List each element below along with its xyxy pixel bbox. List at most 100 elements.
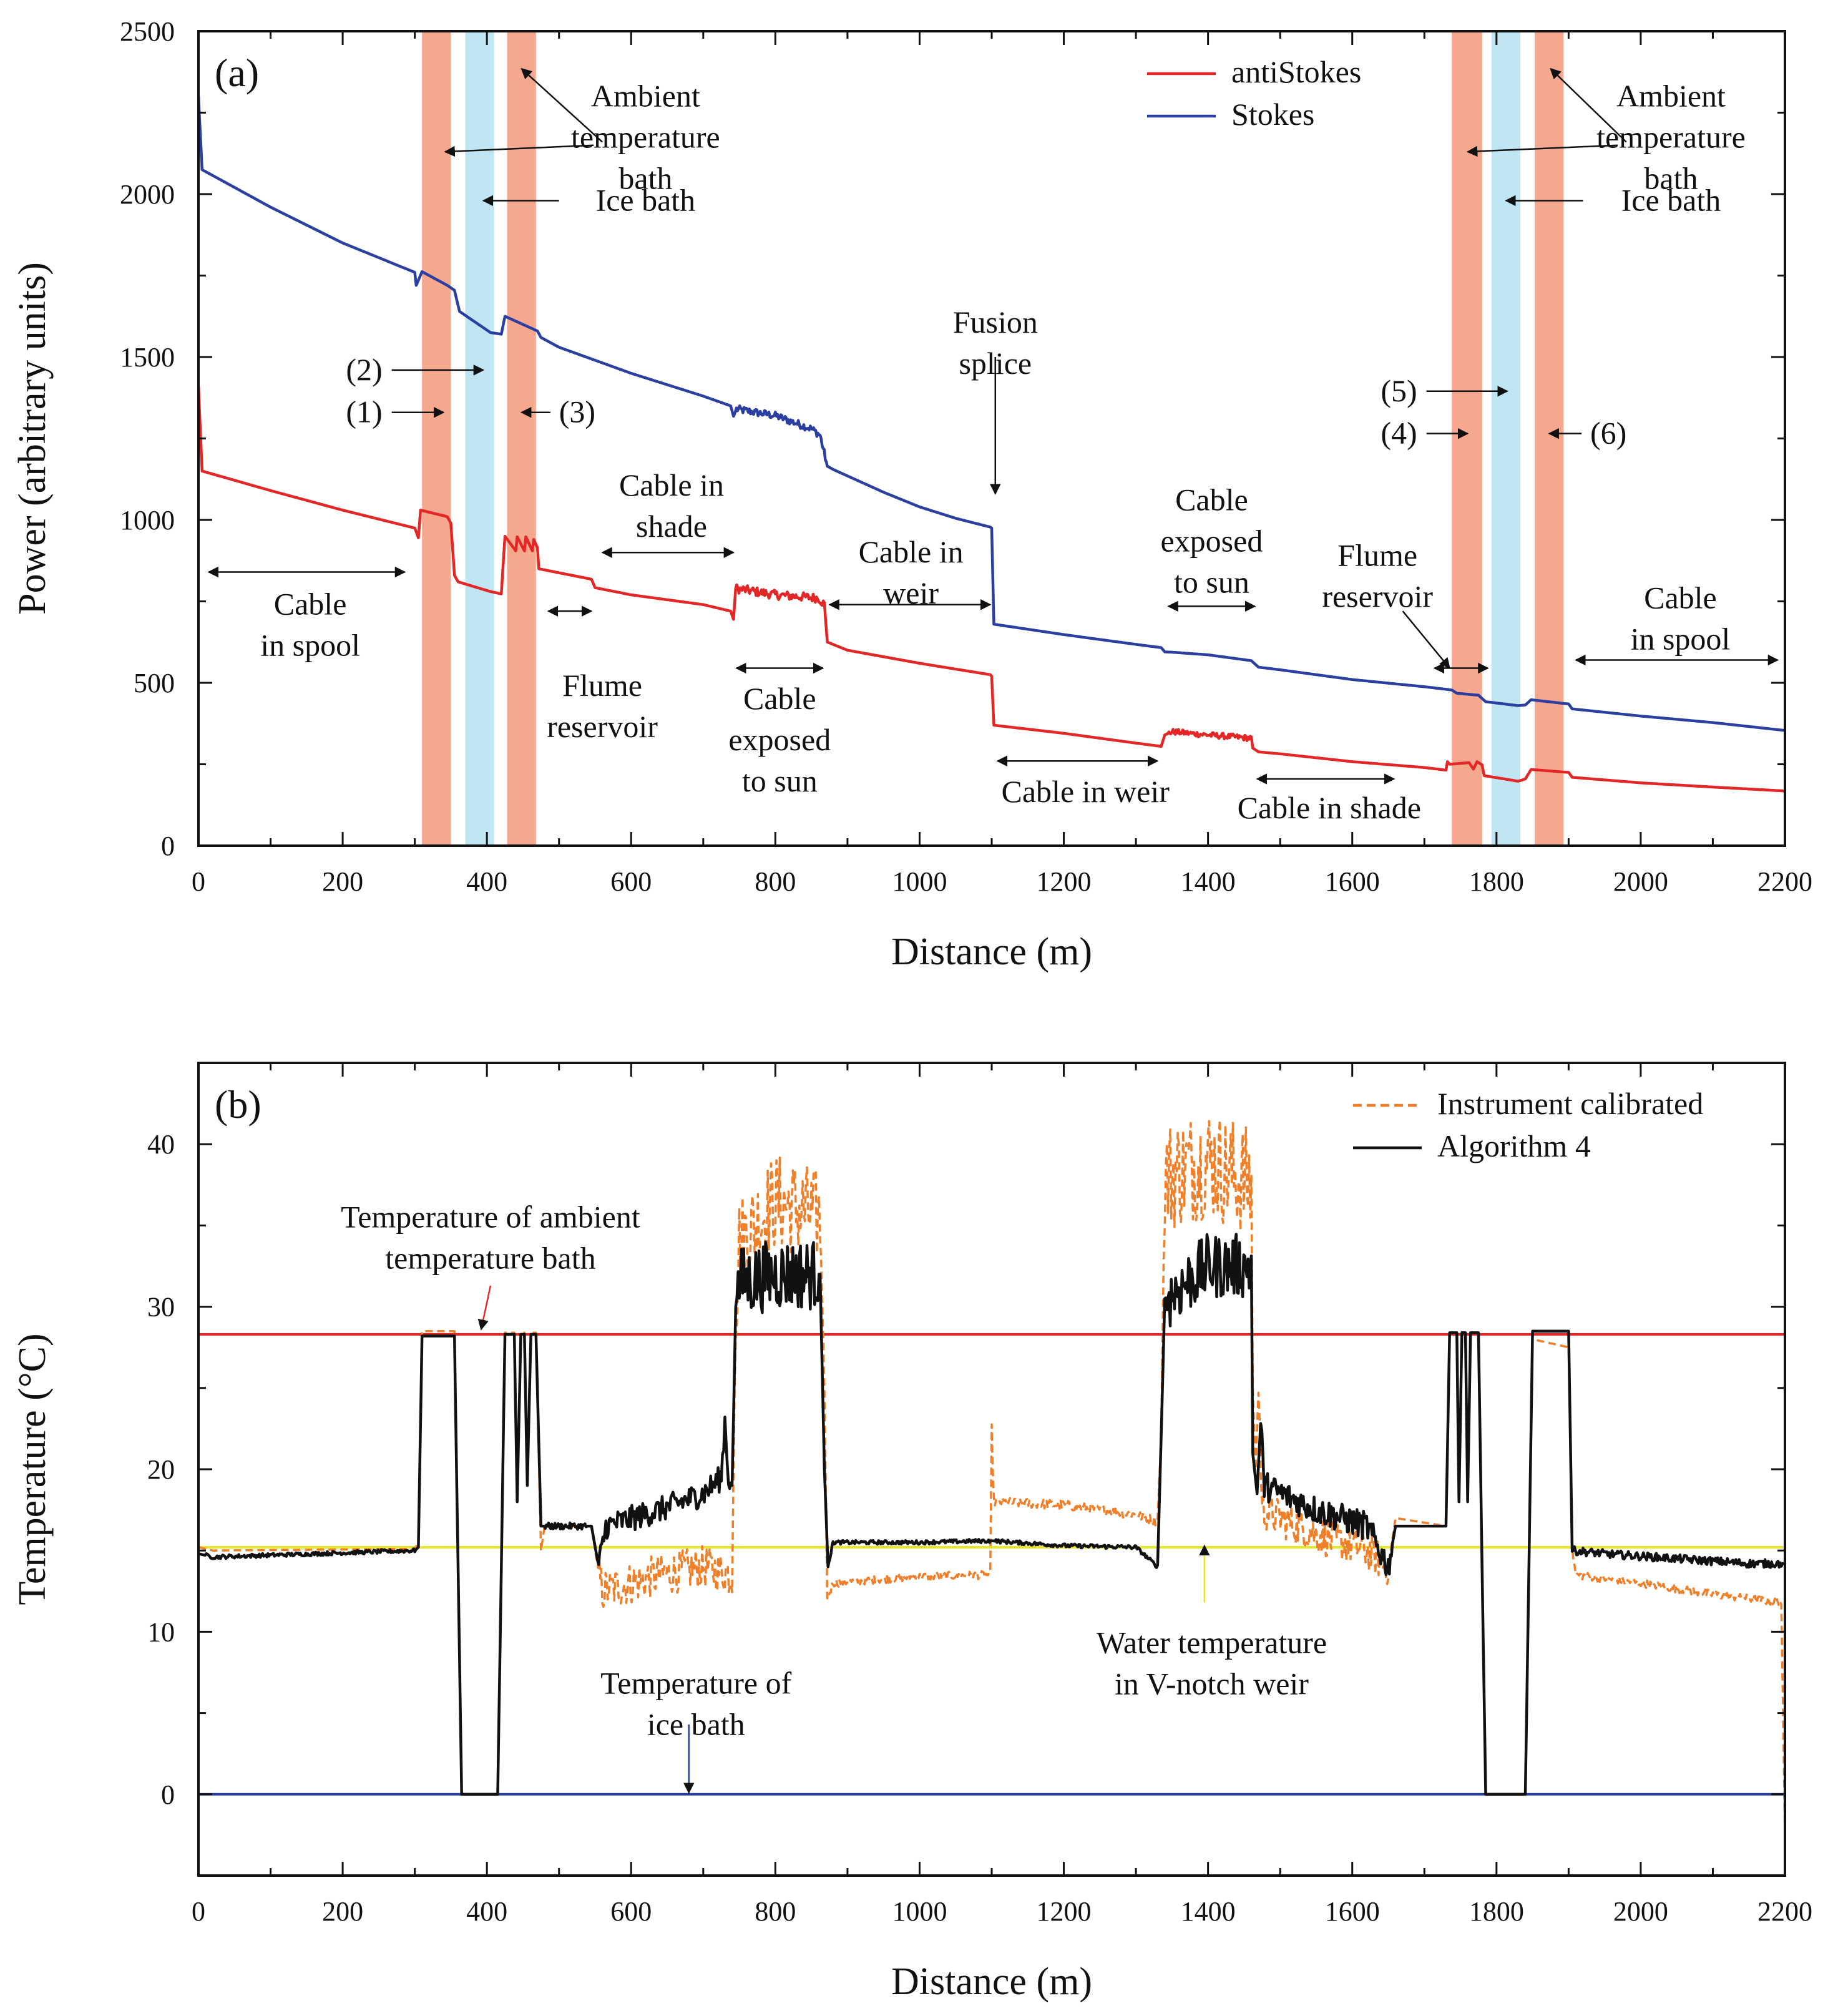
annotation: Cable exposed to sun — [728, 662, 831, 798]
annotation-text: Cable — [743, 681, 816, 716]
annotation-text: (2) — [346, 352, 382, 387]
annotation: (6) — [1548, 416, 1626, 451]
annotation: Water temperature in V-notch weir — [1097, 1544, 1327, 1701]
x-tick-label: 1000 — [892, 1896, 947, 1927]
y-tick-label: 2000 — [120, 179, 175, 210]
annotation: Ambient temperature bath — [1466, 67, 1746, 195]
panel-label: (a) — [215, 51, 259, 95]
x-tick-label: 1800 — [1469, 1896, 1524, 1927]
x-tick-label: 1400 — [1181, 1896, 1236, 1927]
y-tick-label: 0 — [161, 1779, 175, 1810]
x-tick-label: 600 — [610, 866, 652, 897]
x-axis-label: Distance (m) — [891, 931, 1092, 973]
y-tick-label: 0 — [161, 831, 175, 861]
panel-a-legend: antiStokes Stokes — [1147, 54, 1361, 132]
legend-entry-label: Instrument calibrated — [1437, 1086, 1703, 1121]
x-tick-label: 1600 — [1325, 1896, 1380, 1927]
annotation-text: bath — [1644, 160, 1698, 195]
annotation-text: in V-notch weir — [1115, 1666, 1309, 1701]
annotation: Cable in shade — [1238, 773, 1421, 825]
annotation-text: Cable in — [619, 467, 724, 502]
annotation-arrow — [1550, 67, 1627, 143]
annotation-text: Cable — [274, 587, 347, 622]
annotation-text: Cable in shade — [1238, 790, 1421, 825]
annotation: Cable exposed to sun — [1160, 482, 1263, 612]
x-tick-label: 0 — [192, 866, 205, 897]
annotation: Temperature of ice bath — [600, 1666, 792, 1794]
annotation-text: reservoir — [547, 709, 658, 744]
annotation: Cable in spool — [1575, 580, 1779, 666]
bath-band-ambient-0 — [422, 31, 451, 846]
x-tick-label: 2000 — [1613, 866, 1668, 897]
x-tick-label: 800 — [755, 1896, 796, 1927]
annotation: Flume reservoir — [1322, 537, 1450, 669]
annotation-text: (6) — [1590, 416, 1626, 451]
annotation: (4) — [1381, 416, 1469, 451]
x-tick-label: 800 — [755, 866, 796, 897]
panel-b-legend: Instrument calibrated Algorithm 4 — [1353, 1086, 1703, 1163]
annotation: (2) — [346, 352, 485, 387]
x-tick-label: 2000 — [1613, 1896, 1668, 1927]
annotation-text: temperature bath — [385, 1240, 595, 1275]
annotation-text: shade — [636, 509, 707, 544]
bath-band-ice-1 — [465, 31, 494, 846]
series-line-instrument-calibrated — [198, 1118, 1785, 1835]
panel-a-plot-area — [198, 31, 1785, 846]
panel-label: (b) — [215, 1082, 262, 1127]
x-tick-label: 400 — [466, 1896, 507, 1927]
panel-b-plot-area — [198, 1118, 1785, 1835]
y-tick-label: 1500 — [120, 342, 175, 373]
annotation-text: (4) — [1381, 416, 1417, 451]
legend-entry-label: Stokes — [1231, 97, 1314, 132]
annotation-arrow — [1402, 610, 1450, 669]
annotation-text: Temperature of ambient — [341, 1199, 640, 1234]
annotation-arrow — [1466, 144, 1618, 157]
series-line-algorithm-4 — [198, 1233, 1785, 1796]
bath-band-ice-4 — [1491, 31, 1520, 846]
annotation: Ice bath — [482, 182, 695, 217]
panel-b: 0 200 400 600 800 1000 1200 1400 1600 1800 2000 220… — [11, 1062, 1812, 2003]
bath-band-ambient-3 — [1452, 31, 1482, 846]
annotation-text: to sun — [1174, 565, 1249, 600]
x-tick-label: 1000 — [892, 866, 947, 897]
annotation: (1) — [346, 394, 445, 429]
y-tick-label: 30 — [147, 1292, 175, 1323]
x-tick-label: 1800 — [1469, 866, 1524, 897]
annotation-text: Temperature of — [600, 1666, 791, 1701]
annotation-text: exposed — [728, 722, 831, 757]
annotation-text: Cable in weir — [1002, 774, 1170, 809]
annotation-text: in spool — [260, 628, 360, 663]
annotation-text: Cable — [1644, 580, 1717, 615]
annotation-text: Cable — [1175, 482, 1248, 517]
annotation-text: Fusion — [953, 305, 1038, 340]
panel-a: 0 200 400 600 800 1000 1200 1400 1600 1800 2000 220… — [11, 16, 1812, 973]
annotation-text: Ice bath — [1621, 182, 1721, 217]
x-tick-label: 1200 — [1037, 1896, 1092, 1927]
y-tick-label: 40 — [147, 1129, 175, 1160]
annotation: Ambient temperature bath — [444, 67, 720, 195]
annotation-text: (5) — [1381, 373, 1417, 408]
series-line-antistokes — [198, 386, 1785, 793]
y-axis-label: Temperature (°C) — [11, 1333, 54, 1605]
annotation: (3) — [520, 394, 595, 429]
legend-entry-label: Algorithm 4 — [1437, 1128, 1591, 1163]
annotation-text: reservoir — [1322, 579, 1433, 614]
annotation: (5) — [1381, 373, 1508, 408]
annotation-text: bath — [618, 160, 672, 195]
y-tick-label: 2500 — [120, 16, 175, 47]
annotation-text: (3) — [559, 394, 595, 429]
annotation: Cable in shade — [601, 467, 735, 558]
annotation-text: Flume — [562, 668, 642, 703]
annotation: Ice bath — [1505, 182, 1721, 217]
annotation-arrow — [444, 144, 594, 157]
annotation-text: in spool — [1631, 621, 1731, 656]
annotation-text: ice bath — [647, 1707, 745, 1742]
y-tick-label: 20 — [147, 1454, 175, 1485]
x-tick-label: 200 — [322, 1896, 363, 1927]
annotation-text: Flume — [1337, 537, 1417, 572]
annotation-text: (1) — [346, 394, 382, 429]
